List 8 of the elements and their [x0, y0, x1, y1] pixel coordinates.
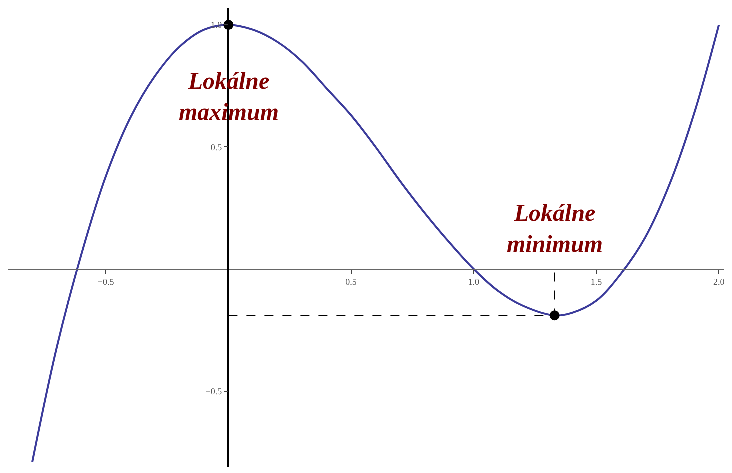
y-tick-label: 0.5: [210, 142, 223, 152]
x-tick-label: 1.0: [468, 277, 480, 288]
x-tick-label: 2.0: [713, 277, 726, 288]
y-tick-label: −0.5: [206, 386, 223, 396]
x-tick-label: −0.5: [98, 277, 115, 288]
annotation: Lokálne minimum: [507, 201, 604, 258]
x-tick-label: 0.5: [346, 277, 358, 288]
x-tick-label: 1.5: [590, 277, 603, 288]
